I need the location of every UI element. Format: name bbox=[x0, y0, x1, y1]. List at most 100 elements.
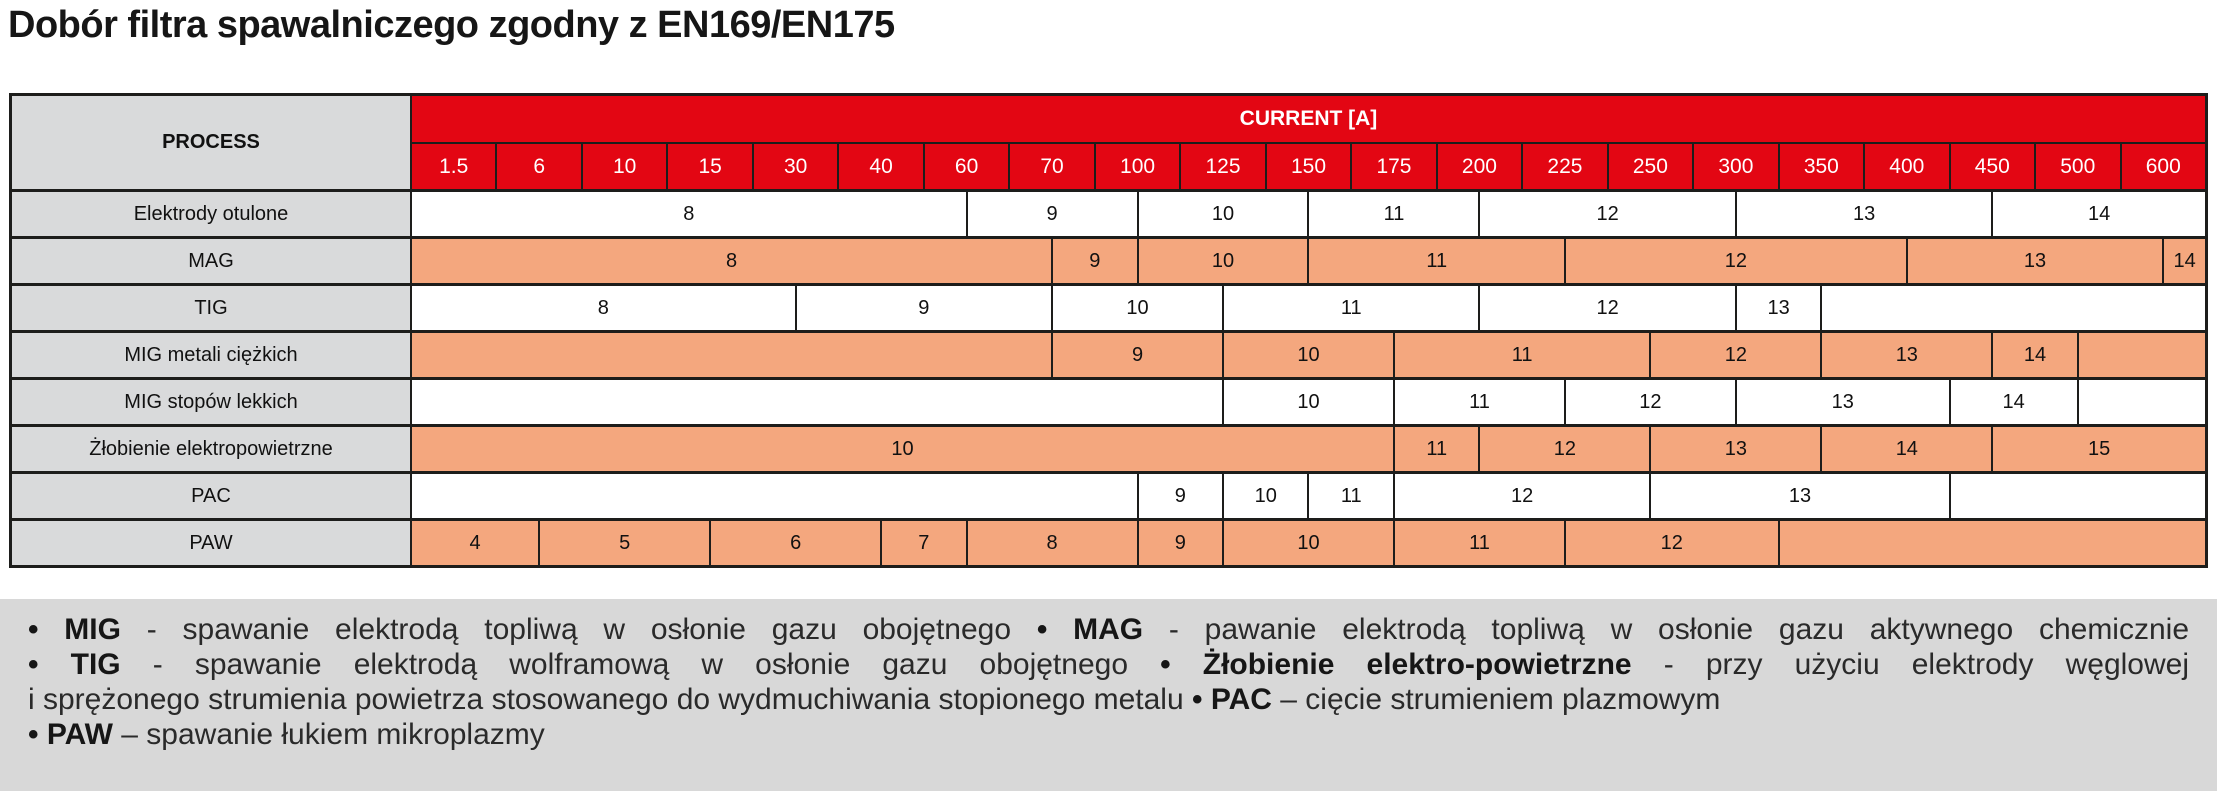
filter-shade-cell: 10 bbox=[1051, 283, 1223, 330]
current-value: 175 bbox=[1350, 142, 1436, 189]
process-label: TIG bbox=[12, 283, 410, 330]
filter-shade-cell: 11 bbox=[1392, 518, 1564, 565]
filter-shade-cell: 9 bbox=[1051, 236, 1137, 283]
filter-empty-cell bbox=[1948, 471, 2205, 518]
current-value: 500 bbox=[2034, 142, 2120, 189]
filter-shade-cell: 14 bbox=[1948, 377, 2077, 424]
legend-term: • PAC bbox=[1192, 683, 1272, 716]
filter-shade-cell: 13 bbox=[1734, 377, 1949, 424]
legend-term: • PAW bbox=[28, 718, 113, 751]
legend-line: • TIG - spawanie elektrodą wolframową w … bbox=[28, 647, 2189, 682]
filter-shade-cell: 13 bbox=[1649, 424, 1821, 471]
current-value: 40 bbox=[837, 142, 923, 189]
process-label: Elektrody otulone bbox=[12, 189, 410, 236]
process-label: Żłobienie elektropowietrzne bbox=[12, 424, 410, 471]
legend-text: – cięcie strumieniem plazmowym bbox=[1271, 683, 1721, 716]
legend-text: - spawanie elektrodą topliwą w osłonie g… bbox=[120, 613, 1037, 646]
legend-text: - przy użyciu elektrody węglowej bbox=[1631, 648, 2189, 681]
current-value: 350 bbox=[1777, 142, 1864, 189]
current-value: 60 bbox=[922, 142, 1009, 189]
filter-shade-cell: 9 bbox=[794, 283, 1052, 330]
filter-shade-cell: 11 bbox=[1392, 424, 1479, 471]
filter-empty-cell bbox=[410, 330, 1052, 377]
filter-shade-cell: 12 bbox=[1392, 471, 1650, 518]
process-label: PAC bbox=[12, 471, 410, 518]
filter-shade-cell: 12 bbox=[1563, 236, 1906, 283]
filter-shade-cell: 15 bbox=[1991, 424, 2205, 471]
filter-shade-cell: 14 bbox=[1820, 424, 1992, 471]
filter-shade-cell: 10 bbox=[1136, 236, 1308, 283]
legend-block: • MIG - spawanie elektrodą topliwą w osł… bbox=[0, 599, 2217, 791]
filter-empty-cell bbox=[2076, 330, 2205, 377]
current-value: 600 bbox=[2119, 142, 2205, 189]
current-value: 30 bbox=[751, 142, 838, 189]
filter-shade-cell: 12 bbox=[1649, 330, 1821, 377]
filter-shade-cell: 9 bbox=[1136, 518, 1223, 565]
filter-shade-cell: 14 bbox=[2162, 236, 2205, 283]
legend-term: • Żłobienie elektro-powietrzne bbox=[1160, 648, 1632, 681]
filter-shade-cell: 12 bbox=[1563, 377, 1735, 424]
legend-term: • MAG bbox=[1036, 613, 1144, 646]
current-value: 6 bbox=[495, 142, 581, 189]
filter-empty-cell bbox=[1820, 283, 2205, 330]
legend-text: i sprężonego strumienia powietrza stosow… bbox=[28, 683, 1192, 716]
current-value: 450 bbox=[1948, 142, 2035, 189]
filter-shade-cell: 6 bbox=[709, 518, 881, 565]
filter-shade-cell: 11 bbox=[1307, 189, 1479, 236]
current-value: 100 bbox=[1093, 142, 1180, 189]
filter-shade-cell: 8 bbox=[410, 283, 795, 330]
legend-text: - spawanie elektrodą wolframową w osłoni… bbox=[120, 648, 1161, 681]
filter-shade-cell: 10 bbox=[1222, 471, 1308, 518]
filter-shade-cell: 4 bbox=[410, 518, 539, 565]
current-value: 125 bbox=[1179, 142, 1265, 189]
filter-shade-cell: 12 bbox=[1478, 424, 1650, 471]
filter-empty-cell bbox=[410, 377, 1223, 424]
process-label: MAG bbox=[12, 236, 410, 283]
filter-shade-cell: 8 bbox=[410, 189, 966, 236]
filter-shade-cell: 14 bbox=[1991, 189, 2205, 236]
current-value: 10 bbox=[580, 142, 667, 189]
legend-line: • PAW – spawanie łukiem mikroplazmy bbox=[28, 717, 2189, 752]
filter-shade-cell: 13 bbox=[1734, 283, 1821, 330]
legend-term: • MIG bbox=[28, 613, 121, 646]
filter-shade-cell: 8 bbox=[410, 236, 1052, 283]
current-value: 1.5 bbox=[410, 142, 496, 189]
filter-shade-cell: 12 bbox=[1478, 283, 1735, 330]
process-label: MIG stopów lekkich bbox=[12, 377, 410, 424]
current-value: 150 bbox=[1264, 142, 1351, 189]
filter-empty-cell bbox=[1777, 518, 2205, 565]
page-title: Dobór filtra spawalniczego zgodny z EN16… bbox=[8, 4, 895, 46]
legend-line: i sprężonego strumienia powietrza stosow… bbox=[28, 682, 2189, 717]
current-header: CURRENT [A] bbox=[410, 96, 2205, 142]
filter-shade-cell: 9 bbox=[1136, 471, 1223, 518]
process-label: PAW bbox=[12, 518, 410, 565]
current-value: 70 bbox=[1008, 142, 1094, 189]
filter-table: PROCESS CURRENT [A] 1.5 6 10 15 30 40 60 70 100 1… bbox=[9, 93, 2208, 568]
current-value: 400 bbox=[1863, 142, 1949, 189]
current-value: 15 bbox=[666, 142, 752, 189]
filter-shade-cell: 10 bbox=[1222, 518, 1393, 565]
process-column-header: PROCESS bbox=[12, 96, 410, 189]
filter-shade-cell: 11 bbox=[1222, 283, 1479, 330]
current-value: 300 bbox=[1692, 142, 1778, 189]
filter-shade-cell: 9 bbox=[1051, 330, 1223, 377]
filter-shade-cell: 11 bbox=[1307, 471, 1393, 518]
filter-shade-cell: 10 bbox=[1222, 377, 1393, 424]
filter-empty-cell bbox=[2076, 377, 2205, 424]
filter-empty-cell bbox=[410, 471, 1137, 518]
legend-term: • TIG bbox=[28, 648, 121, 681]
filter-shade-cell: 10 bbox=[1136, 189, 1308, 236]
filter-shade-cell: 13 bbox=[1820, 330, 1992, 377]
legend-text: – spawanie łukiem mikroplazmy bbox=[112, 718, 545, 751]
filter-shade-cell: 13 bbox=[1734, 189, 1992, 236]
filter-shade-cell: 5 bbox=[538, 518, 710, 565]
legend-text: - pawanie elektrodą topliwą w osłonie ga… bbox=[1143, 613, 2190, 646]
filter-shade-cell: 8 bbox=[965, 518, 1137, 565]
filter-shade-cell: 7 bbox=[880, 518, 966, 565]
filter-shade-cell: 11 bbox=[1392, 377, 1564, 424]
legend-line: • MIG - spawanie elektrodą topliwą w osł… bbox=[28, 612, 2189, 647]
filter-shade-cell: 9 bbox=[965, 189, 1137, 236]
filter-shade-cell: 14 bbox=[1991, 330, 2077, 377]
current-value: 200 bbox=[1435, 142, 1522, 189]
filter-shade-cell: 10 bbox=[410, 424, 1393, 471]
